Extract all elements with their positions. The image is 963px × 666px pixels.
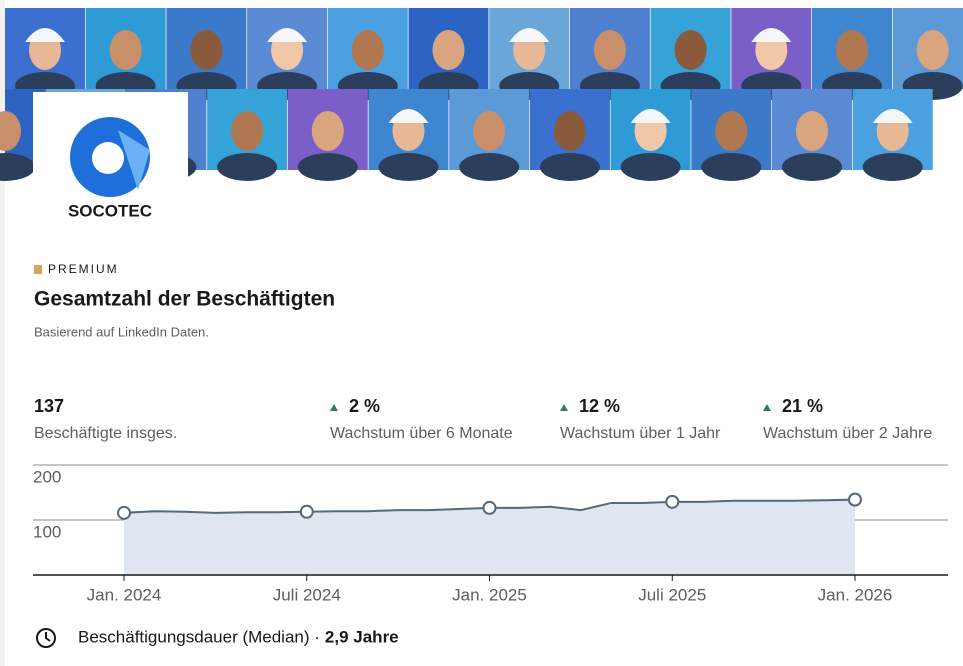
photo-body: [701, 153, 762, 181]
photo-face: [553, 111, 586, 151]
clock-icon: [36, 628, 56, 648]
x-tick-label: Jan. 2026: [818, 585, 893, 604]
x-tick-label: Juli 2025: [638, 585, 706, 604]
point-marker: [117, 505, 131, 520]
point-marker: [665, 494, 680, 509]
logo-mark: [92, 142, 124, 174]
photo-face: [351, 30, 384, 70]
photo-face: [674, 30, 707, 70]
x-tick-label: Jan. 2025: [452, 585, 527, 604]
y-tick-label: 200: [33, 467, 61, 486]
stat-value: 137: [34, 396, 64, 416]
photo-face: [715, 111, 748, 151]
photo-helmet: [872, 109, 913, 123]
photo-face: [836, 30, 868, 70]
stat-label: Wachstum über 1 Jahr: [560, 425, 721, 442]
stat-value: 12 %: [579, 396, 620, 416]
photo-helmet: [751, 28, 792, 42]
point-marker: [482, 500, 497, 515]
chart: 100 200 Jan. 2024 Juli 2024 Jan. 2025 Juli 20…: [33, 464, 948, 604]
photo-body: [782, 153, 842, 181]
point-marker: [299, 504, 314, 519]
photo-face: [311, 111, 344, 151]
x-tick-label: Juli 2024: [273, 585, 341, 604]
trend-up-icon: [763, 404, 771, 411]
photo-body: [620, 153, 681, 181]
photo-face: [796, 111, 828, 151]
photo-body: [539, 153, 600, 181]
photo-helmet: [630, 109, 671, 123]
company-name: SOCOTEC: [68, 201, 152, 220]
stat-label: Beschäftigte insges.: [34, 425, 177, 442]
photo-helmet: [25, 28, 65, 42]
photo-body: [459, 153, 520, 181]
photo-face: [0, 111, 21, 151]
photo-face: [109, 30, 142, 70]
stats: 137 Beschäftigte insges. 2 % Wachstum über …: [34, 396, 932, 442]
photo-face: [231, 111, 264, 151]
photo-face: [593, 30, 626, 70]
photo-body: [217, 153, 278, 181]
photo-face: [432, 30, 465, 70]
subtitle: Basierend auf LinkedIn Daten.: [34, 324, 209, 339]
stat-value: 21 %: [782, 396, 823, 416]
premium-icon: [34, 265, 42, 274]
photo-helmet: [267, 28, 308, 42]
photo-body: [378, 153, 439, 181]
point-marker: [848, 492, 862, 507]
logo-mark: [118, 130, 150, 190]
y-tick-label: 100: [33, 522, 61, 541]
title: Gesamtzahl der Beschäftigten: [34, 288, 335, 311]
photo-face: [916, 30, 949, 70]
banner: [0, 8, 963, 181]
stat-label: Wachstum über 6 Monate: [330, 425, 513, 442]
stat-label: Wachstum über 2 Jahre: [763, 425, 932, 442]
premium-badge: PREMIUM: [48, 262, 119, 276]
photo-body: [0, 153, 35, 181]
footer-value: 2,9 Jahre: [325, 627, 399, 646]
photo-helmet: [388, 109, 429, 123]
photo-body: [297, 153, 358, 181]
footer-label: Beschäftigungsdauer (Median) ·: [78, 627, 320, 646]
photo-face: [190, 30, 223, 70]
trend-up-icon: [560, 404, 568, 411]
clock-icon: [45, 632, 51, 642]
x-tick-label: Jan. 2024: [87, 585, 162, 604]
photo-helmet: [509, 28, 550, 42]
photo-body: [862, 153, 923, 181]
trend-up-icon: [330, 404, 338, 411]
photo-face: [473, 111, 506, 151]
stat-value: 2 %: [349, 396, 380, 416]
